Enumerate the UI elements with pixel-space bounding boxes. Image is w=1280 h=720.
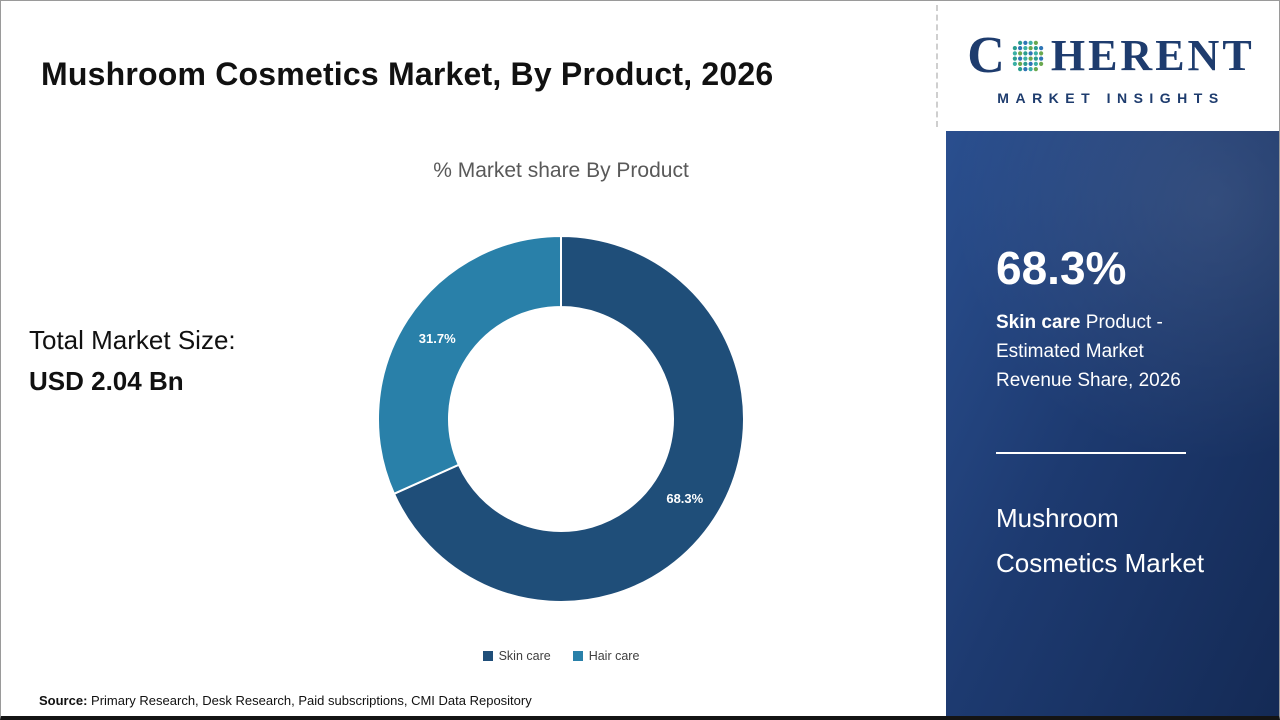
logo-letter-c: C [967,27,1005,84]
donut-chart-container: 68.3% 31.7% [371,229,751,609]
logo-wordmark: C HERENT [967,30,1254,82]
legend-item-skin-care: Skin care [482,649,551,663]
donut-slice-label: 31.7% [419,331,456,346]
header-divider [936,5,938,127]
globe-icon [1012,40,1044,72]
total-market-size-value: USD 2.04 Bn [29,366,184,396]
stat-desc-highlight: Skin care [996,311,1081,333]
donut-slice-skin-care [392,234,745,603]
source-line: Source: Primary Research, Desk Research,… [39,693,532,708]
total-market-size-block: Total Market Size: USD 2.04 Bn [29,325,236,397]
legend-swatch-hair-care [572,651,583,661]
legend-label-hair-care: Hair care [588,649,640,663]
sidebar-divider [996,451,1186,454]
stat-description: Skin care Product - Estimated Market Rev… [996,308,1214,396]
stat-desc-rest: Product - Estimated Market Revenue Share… [996,311,1181,392]
legend-item-hair-care: Hair care [572,649,640,663]
donut-chart: 68.3% 31.7% [377,234,745,603]
source-label: Source: [39,693,88,708]
sidebar-market-name: Mushroom Cosmetics Market [996,502,1205,579]
total-market-size-label: Total Market Size: [29,325,236,355]
donut-slice-hair-care [377,234,562,496]
logo-wordmark-rest: HERENT [1050,31,1255,80]
logo-subtitle: MARKET INSIGHTS [997,90,1225,106]
page-title: Mushroom Cosmetics Market, By Product, 2… [41,56,774,93]
highlight-sidebar: 68.3% Skin care Product - Estimated Mark… [946,131,1279,716]
company-logo: C HERENT MARKET INSIGHTS [949,13,1273,123]
chart-legend: Skin care Hair care [331,649,791,663]
chart-title: % Market share By Product [433,159,689,182]
source-text: Primary Research, Desk Research, Paid su… [87,693,532,708]
legend-label-skin-care: Skin care [498,649,551,663]
donut-slice-label: 68.3% [666,491,703,506]
stat-value: 68.3% [996,242,1127,294]
legend-swatch-skin-care [482,651,493,661]
